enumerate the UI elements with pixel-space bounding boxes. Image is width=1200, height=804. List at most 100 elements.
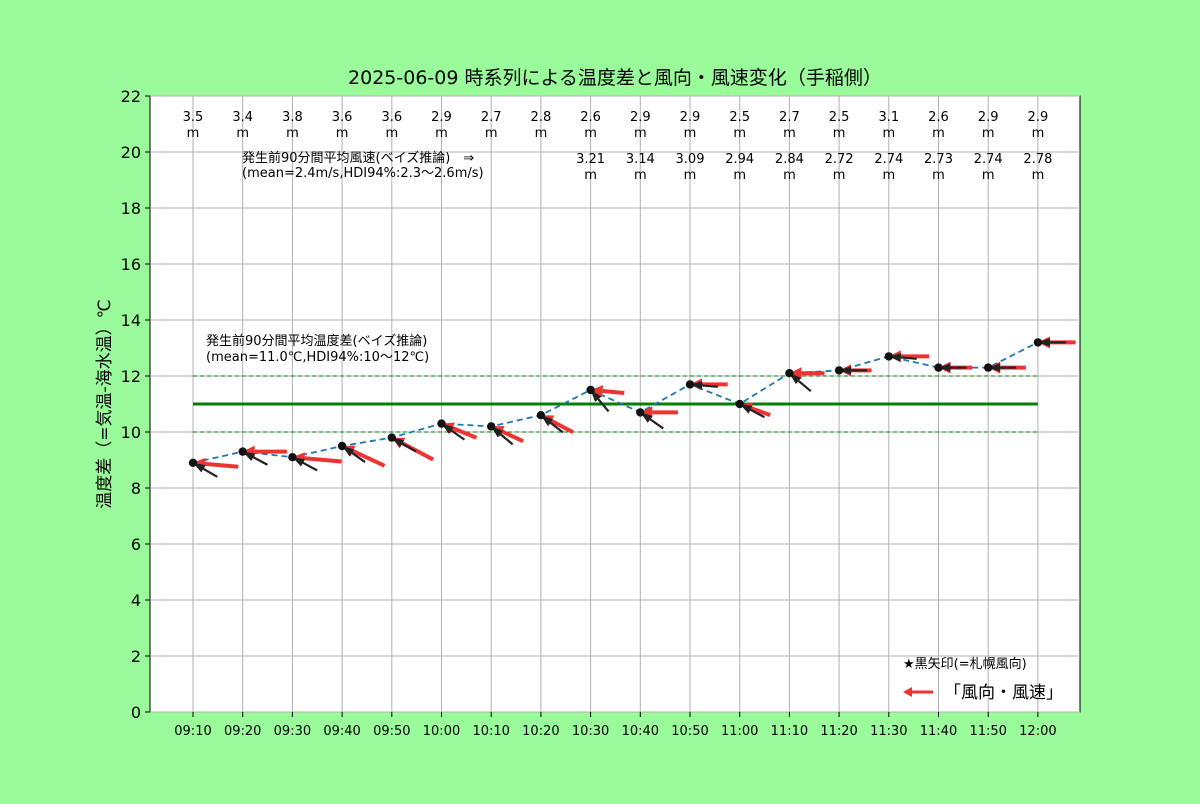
- x-tick-label: 09:20: [224, 724, 261, 739]
- temp-diff-point: [487, 422, 496, 431]
- speed-annotation-line1: 発生前90分間平均風速(ベイズ推論) ⇒: [242, 150, 474, 166]
- wind-speed-unit-label: m: [634, 126, 647, 141]
- wind-speed-label: 2.9: [1028, 110, 1049, 125]
- predicted-speed-unit-label: m: [882, 168, 895, 183]
- sapporo-wind-arrow: [1037, 338, 1066, 347]
- temp-diff-point: [834, 366, 844, 375]
- x-tick-label: 09:50: [373, 724, 410, 739]
- teine-wind-arrow: [590, 385, 625, 398]
- y-tick-label: 4: [131, 591, 141, 610]
- wind-speed-unit-label: m: [982, 126, 995, 141]
- temp-diff-point: [685, 380, 695, 389]
- wind-speed-unit-label: m: [733, 126, 746, 141]
- label-layer: 3.5m3.4m3.8m3.6m3.6m2.9m2.7m2.8m2.6m2.9m…: [183, 110, 1053, 183]
- x-tick-label: 11:10: [771, 724, 808, 739]
- wind-speed-unit-label: m: [932, 126, 945, 141]
- wind-speed-label: 2.9: [630, 110, 651, 125]
- temp-diff-point: [785, 369, 794, 378]
- predicted-speed-label: 2.74: [874, 152, 903, 167]
- temp-diff-point: [636, 408, 645, 417]
- predicted-speed-unit-label: m: [982, 168, 995, 183]
- temp-diff-point: [337, 441, 347, 451]
- predicted-speed-unit-label: m: [684, 168, 697, 183]
- wind-speed-label: 2.6: [928, 110, 949, 125]
- legend-note: ★黒矢印(=札幌風向): [903, 656, 1027, 672]
- predicted-speed-label: 3.14: [626, 152, 655, 167]
- wind-speed-label: 2.5: [729, 110, 750, 125]
- x-tick-label: 10:30: [572, 724, 609, 739]
- wind-speed-label: 2.9: [680, 110, 701, 125]
- x-tick-label: 10:10: [472, 724, 509, 739]
- teine-wind-arrow: [789, 367, 825, 380]
- predicted-speed-unit-label: m: [783, 168, 796, 183]
- x-tick-label: 10:40: [622, 724, 659, 739]
- wind-speed-unit-label: m: [535, 126, 548, 141]
- y-tick-label: 20: [121, 143, 141, 162]
- wind-speed-unit-label: m: [1032, 126, 1045, 141]
- wind-speed-unit-label: m: [882, 126, 895, 141]
- wind-speed-unit-label: m: [385, 126, 398, 141]
- y-tick-label: 8: [131, 479, 141, 498]
- chart-title: 2025-06-09 時系列による温度差と風向・風速変化（手稲側）: [348, 67, 882, 89]
- wind-speed-unit-label: m: [684, 126, 697, 141]
- y-tick-label: 14: [121, 311, 141, 330]
- wind-speed-unit-label: m: [485, 126, 498, 141]
- wind-speed-label: 3.1: [878, 110, 899, 125]
- y-tick-label: 10: [121, 423, 141, 442]
- predicted-speed-unit-label: m: [584, 168, 597, 183]
- temp-diff-point: [238, 447, 247, 456]
- temp-diff-point: [288, 453, 297, 462]
- temp-diff-point: [1033, 338, 1043, 347]
- x-tick-label: 11:50: [969, 724, 1006, 739]
- point-layer: [188, 338, 1043, 467]
- wind-speed-unit-label: m: [286, 126, 299, 141]
- wind-speed-unit-label: m: [584, 126, 597, 141]
- wind-speed-unit-label: m: [435, 126, 448, 141]
- x-tick-label: 09:10: [174, 724, 211, 739]
- predicted-speed-label: 2.73: [924, 152, 953, 167]
- wind-speed-unit-label: m: [236, 126, 249, 141]
- wind-speed-label: 2.6: [580, 110, 601, 125]
- sapporo-wind-arrow: [988, 363, 1017, 372]
- temp-diff-point: [437, 419, 446, 428]
- predicted-speed-label: 2.94: [725, 152, 754, 167]
- x-tick-label: 10:20: [522, 724, 559, 739]
- y-tick-label: 12: [121, 367, 141, 386]
- temp-diff-point: [188, 458, 198, 467]
- temp-annotation-line2: (mean=11.0℃,HDI94%:10～12℃): [206, 350, 429, 365]
- predicted-speed-label: 2.72: [825, 152, 854, 167]
- speed-annotation-line2: (mean=2.4m/s,HDI94%:2.3～2.6m/s): [242, 166, 484, 181]
- legend-arrow-icon: [903, 687, 933, 697]
- wind-speed-unit-label: m: [783, 126, 796, 141]
- x-tick-label: 10:50: [671, 724, 708, 739]
- temp-annotation-line1: 発生前90分間平均温度差(ベイズ推論): [206, 333, 427, 349]
- y-tick-label: 16: [121, 255, 141, 274]
- predicted-speed-label: 3.21: [576, 152, 605, 167]
- wind-speed-unit-label: m: [336, 126, 349, 141]
- y-tick-label: 2: [131, 647, 141, 666]
- sapporo-wind-arrow: [839, 366, 868, 375]
- predicted-speed-unit-label: m: [634, 168, 647, 183]
- y-tick-label: 22: [121, 87, 141, 106]
- hdi-band-layer: [193, 375, 1038, 433]
- temp-diff-point: [586, 385, 595, 395]
- sapporo-wind-arrow: [888, 353, 917, 362]
- y-tick-label: 0: [131, 703, 141, 722]
- predicted-speed-unit-label: m: [932, 168, 945, 183]
- y-tick-label: 6: [131, 535, 141, 554]
- wind-speed-unit-label: m: [833, 126, 846, 141]
- predicted-speed-label: 3.09: [676, 152, 705, 167]
- wind-speed-label: 2.9: [431, 110, 452, 125]
- y-tick-label: 18: [121, 199, 141, 218]
- x-tick-label: 12:00: [1019, 724, 1056, 739]
- wind-speed-label: 2.9: [978, 110, 999, 125]
- wind-speed-label: 3.8: [282, 110, 303, 125]
- wind-speed-label: 2.7: [481, 110, 502, 125]
- x-tick-label: 09:30: [274, 724, 311, 739]
- axis-layer: 0 2 4 6 8 10 12 14 16 18 20 22 09:10 09:20 09:30 09:40 0…: [121, 87, 1057, 739]
- x-tick-label: 10:00: [423, 724, 460, 739]
- x-tick-label: 09:40: [323, 724, 360, 739]
- wind-speed-label: 2.7: [779, 110, 800, 125]
